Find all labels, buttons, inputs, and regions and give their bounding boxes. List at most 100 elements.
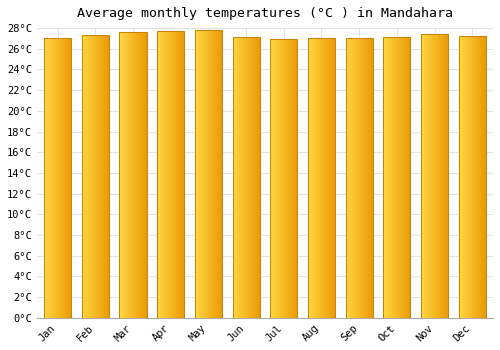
Bar (349, 38, 350, 318)
Bar (168, 31, 170, 318)
Bar (179, 31, 180, 318)
Bar (357, 38, 358, 318)
Bar (132, 32, 133, 318)
Bar (474, 36, 475, 318)
Bar (178, 31, 179, 318)
Bar (312, 38, 314, 318)
Bar (485, 36, 486, 318)
Bar (66, 38, 67, 318)
Bar (461, 36, 462, 318)
Bar (92, 35, 94, 318)
Bar (403, 37, 404, 318)
Bar (89, 35, 90, 318)
Bar (70, 38, 71, 318)
Bar (128, 32, 129, 318)
Bar (384, 37, 386, 318)
Bar (200, 30, 201, 318)
Bar (120, 32, 121, 318)
Bar (284, 40, 285, 318)
Bar (325, 38, 326, 318)
Bar (291, 40, 292, 318)
Bar (430, 34, 432, 318)
Bar (462, 36, 463, 318)
Bar (197, 30, 198, 318)
Bar (249, 37, 250, 318)
Bar (51, 38, 52, 318)
Bar (48, 38, 49, 318)
Bar (290, 40, 292, 318)
Bar (470, 36, 471, 318)
Bar (370, 38, 372, 318)
Bar (394, 37, 395, 318)
Bar (283, 40, 284, 318)
Bar (482, 36, 483, 318)
Bar (206, 30, 207, 318)
Bar (351, 38, 352, 318)
Bar (286, 40, 287, 318)
Bar (390, 37, 391, 318)
Bar (82, 35, 83, 318)
Bar (93, 35, 94, 318)
Bar (276, 40, 277, 318)
Bar (384, 37, 410, 318)
Bar (332, 38, 333, 318)
Bar (320, 38, 321, 318)
Bar (429, 34, 430, 318)
Bar (443, 34, 444, 318)
Bar (273, 40, 274, 318)
Bar (483, 36, 484, 318)
Bar (442, 34, 443, 318)
Bar (123, 32, 124, 318)
Bar (174, 31, 175, 318)
Bar (356, 38, 357, 318)
Bar (84, 35, 85, 318)
Bar (468, 36, 469, 318)
Bar (90, 35, 91, 318)
Bar (183, 31, 184, 318)
Bar (314, 38, 316, 318)
Bar (360, 38, 362, 318)
Bar (366, 38, 368, 318)
Bar (177, 31, 178, 318)
Bar (458, 36, 460, 318)
Bar (395, 37, 396, 318)
Bar (479, 36, 480, 318)
Bar (144, 32, 145, 318)
Bar (161, 31, 162, 318)
Bar (211, 30, 212, 318)
Bar (400, 37, 401, 318)
Bar (58, 38, 59, 318)
Bar (475, 36, 476, 318)
Bar (465, 36, 466, 318)
Bar (125, 32, 126, 318)
Bar (139, 32, 140, 318)
Bar (140, 32, 141, 318)
Bar (209, 30, 210, 318)
Bar (98, 35, 100, 318)
Bar (354, 38, 355, 318)
Bar (294, 40, 296, 318)
Bar (362, 38, 364, 318)
Bar (352, 38, 353, 318)
Bar (445, 34, 446, 318)
Bar (131, 32, 132, 318)
Bar (328, 38, 329, 318)
Bar (218, 30, 220, 318)
Bar (102, 35, 103, 318)
Bar (126, 32, 127, 318)
Bar (198, 30, 199, 318)
Bar (285, 40, 286, 318)
Bar (246, 37, 247, 318)
Bar (106, 35, 107, 318)
Bar (50, 38, 51, 318)
Bar (431, 34, 432, 318)
Bar (85, 35, 86, 318)
Bar (428, 34, 429, 318)
Bar (86, 35, 87, 318)
Bar (62, 38, 63, 318)
Bar (130, 32, 131, 318)
Bar (409, 37, 410, 318)
Bar (404, 37, 405, 318)
Bar (240, 37, 242, 318)
Bar (52, 38, 53, 318)
